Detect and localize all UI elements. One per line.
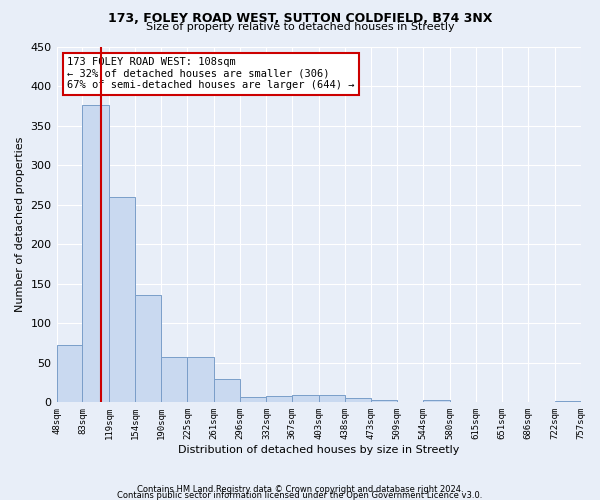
Bar xyxy=(423,400,449,402)
Bar xyxy=(266,396,292,402)
Bar xyxy=(554,401,581,402)
Text: Contains public sector information licensed under the Open Government Licence v3: Contains public sector information licen… xyxy=(118,490,482,500)
Bar xyxy=(345,398,371,402)
Bar xyxy=(292,395,319,402)
Text: Contains HM Land Registry data © Crown copyright and database right 2024.: Contains HM Land Registry data © Crown c… xyxy=(137,485,463,494)
X-axis label: Distribution of detached houses by size in Streetly: Distribution of detached houses by size … xyxy=(178,445,459,455)
Text: 173 FOLEY ROAD WEST: 108sqm
← 32% of detached houses are smaller (306)
67% of se: 173 FOLEY ROAD WEST: 108sqm ← 32% of det… xyxy=(67,57,355,90)
Bar xyxy=(135,295,161,403)
Bar xyxy=(319,395,345,402)
Bar xyxy=(187,358,214,403)
Bar xyxy=(82,105,109,403)
Y-axis label: Number of detached properties: Number of detached properties xyxy=(15,136,25,312)
Bar xyxy=(240,397,266,402)
Bar xyxy=(161,358,187,403)
Bar xyxy=(109,196,135,402)
Bar xyxy=(371,400,397,402)
Text: Size of property relative to detached houses in Streetly: Size of property relative to detached ho… xyxy=(146,22,454,32)
Bar xyxy=(214,380,240,402)
Text: 173, FOLEY ROAD WEST, SUTTON COLDFIELD, B74 3NX: 173, FOLEY ROAD WEST, SUTTON COLDFIELD, … xyxy=(108,12,492,26)
Bar xyxy=(56,344,82,403)
